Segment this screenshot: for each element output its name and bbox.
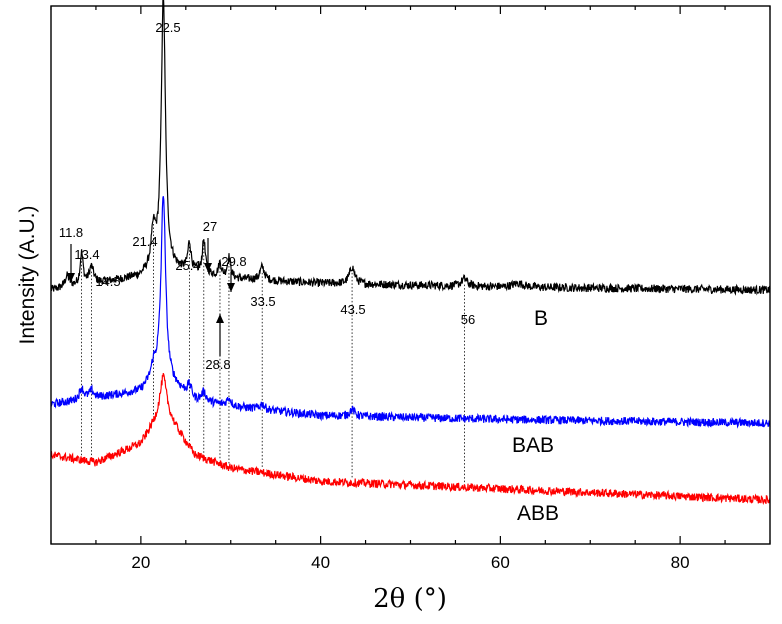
x-tick-label: 60 — [491, 553, 510, 572]
peak-label: 27 — [203, 219, 217, 234]
peak-label: 28.8 — [205, 357, 230, 372]
peak-label: 14.5 — [95, 274, 120, 289]
reference-lines — [81, 224, 465, 484]
x-tick-label: 20 — [131, 553, 150, 572]
peak-arrow-head — [204, 263, 212, 272]
y-axis-label: Intensity (A.U.) — [16, 206, 39, 345]
x-tick-label: 80 — [671, 553, 690, 572]
series-label-b: B — [534, 307, 548, 330]
series-label-abb: ABB — [517, 502, 559, 525]
peak-label: 56 — [461, 312, 475, 327]
x-tick-label: 40 — [311, 553, 330, 572]
peak-label: 21.4 — [132, 234, 157, 249]
peak-label: 22.5 — [155, 20, 180, 35]
peak-label: 33.5 — [250, 294, 275, 309]
series-group — [50, 0, 771, 506]
series-label-bab: BAB — [512, 434, 554, 457]
peak-label: 11.8 — [59, 225, 83, 240]
x-axis-ticks: 20 40 60 80 — [50, 6, 771, 572]
peak-arrow-head — [67, 273, 75, 282]
peak-arrow-head — [227, 283, 235, 292]
peak-arrow-head — [216, 314, 224, 323]
series-labels: B BAB ABB — [512, 307, 559, 525]
peak-label: 25.4 — [175, 258, 200, 273]
peak-label: 13.4 — [74, 247, 99, 262]
peak-labels: 11.8 13.4 14.5 21.4 22.5 25.4 27 28.8 29.8 33.5 43… — [59, 20, 475, 372]
peak-label: 43.5 — [340, 302, 365, 317]
peak-label: 29.8 — [221, 254, 246, 269]
series-line-b — [50, 0, 771, 296]
series-line-abb — [50, 373, 771, 506]
x-axis-label: 2θ (°) — [373, 584, 447, 614]
series-line-bab — [50, 196, 771, 429]
